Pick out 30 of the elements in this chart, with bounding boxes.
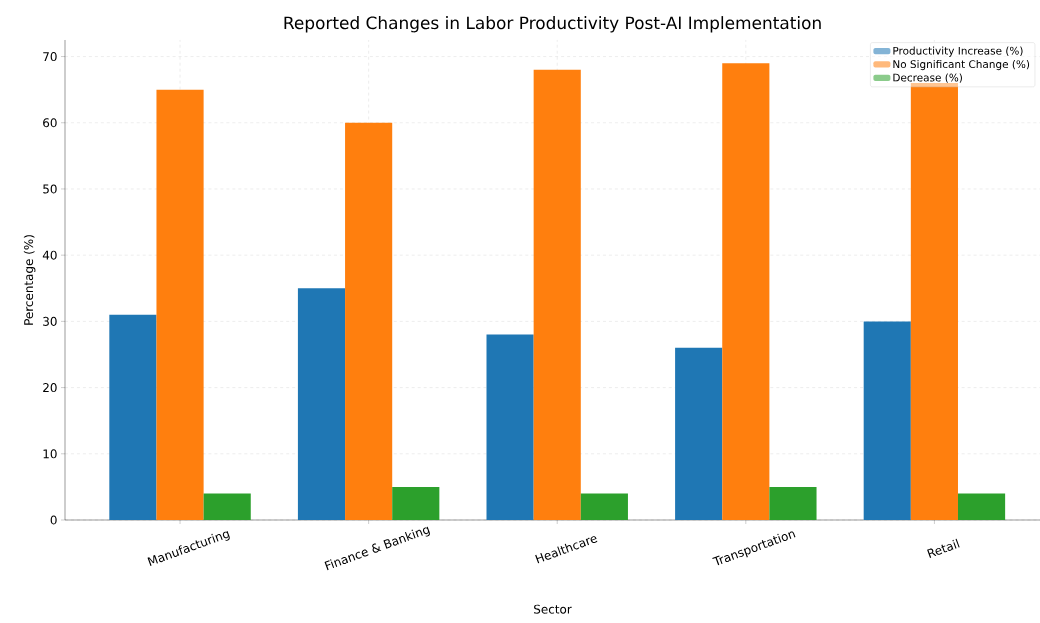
chart-title: Reported Changes in Labor Productivity Post-AI Implementation [284,16,821,33]
bar [109,314,157,520]
bar [580,493,628,520]
x-tick-label: Retail [927,538,960,558]
legend-label: No Significant Change (%) [893,60,1030,71]
bar [345,122,393,520]
y-tick-label: 60 [43,118,57,128]
bar [203,493,251,520]
legend-label: Decrease (%) [893,73,962,83]
y-tick-label: 20 [43,383,57,393]
x-axis-title: Sector [534,604,572,614]
y-axis-title: Percentage (%) [23,235,36,325]
y-tick-label: 40 [42,250,57,260]
bar [156,89,204,520]
bar [722,63,770,520]
bar [486,334,534,520]
y-tick-label: 0 [50,515,57,525]
bar [392,486,440,520]
bar [957,493,1006,520]
bar [910,83,958,520]
legend-label: Productivity Increase (%) [893,46,1023,57]
y-tick-label: 50 [43,184,57,194]
bar [533,69,581,520]
bar [769,486,817,520]
bar [863,321,911,520]
y-tick-label: 70 [43,52,57,62]
y-tick-label: 10 [43,449,57,459]
bar [297,288,346,520]
bar [675,347,723,520]
y-tick-label: 30 [43,316,57,326]
